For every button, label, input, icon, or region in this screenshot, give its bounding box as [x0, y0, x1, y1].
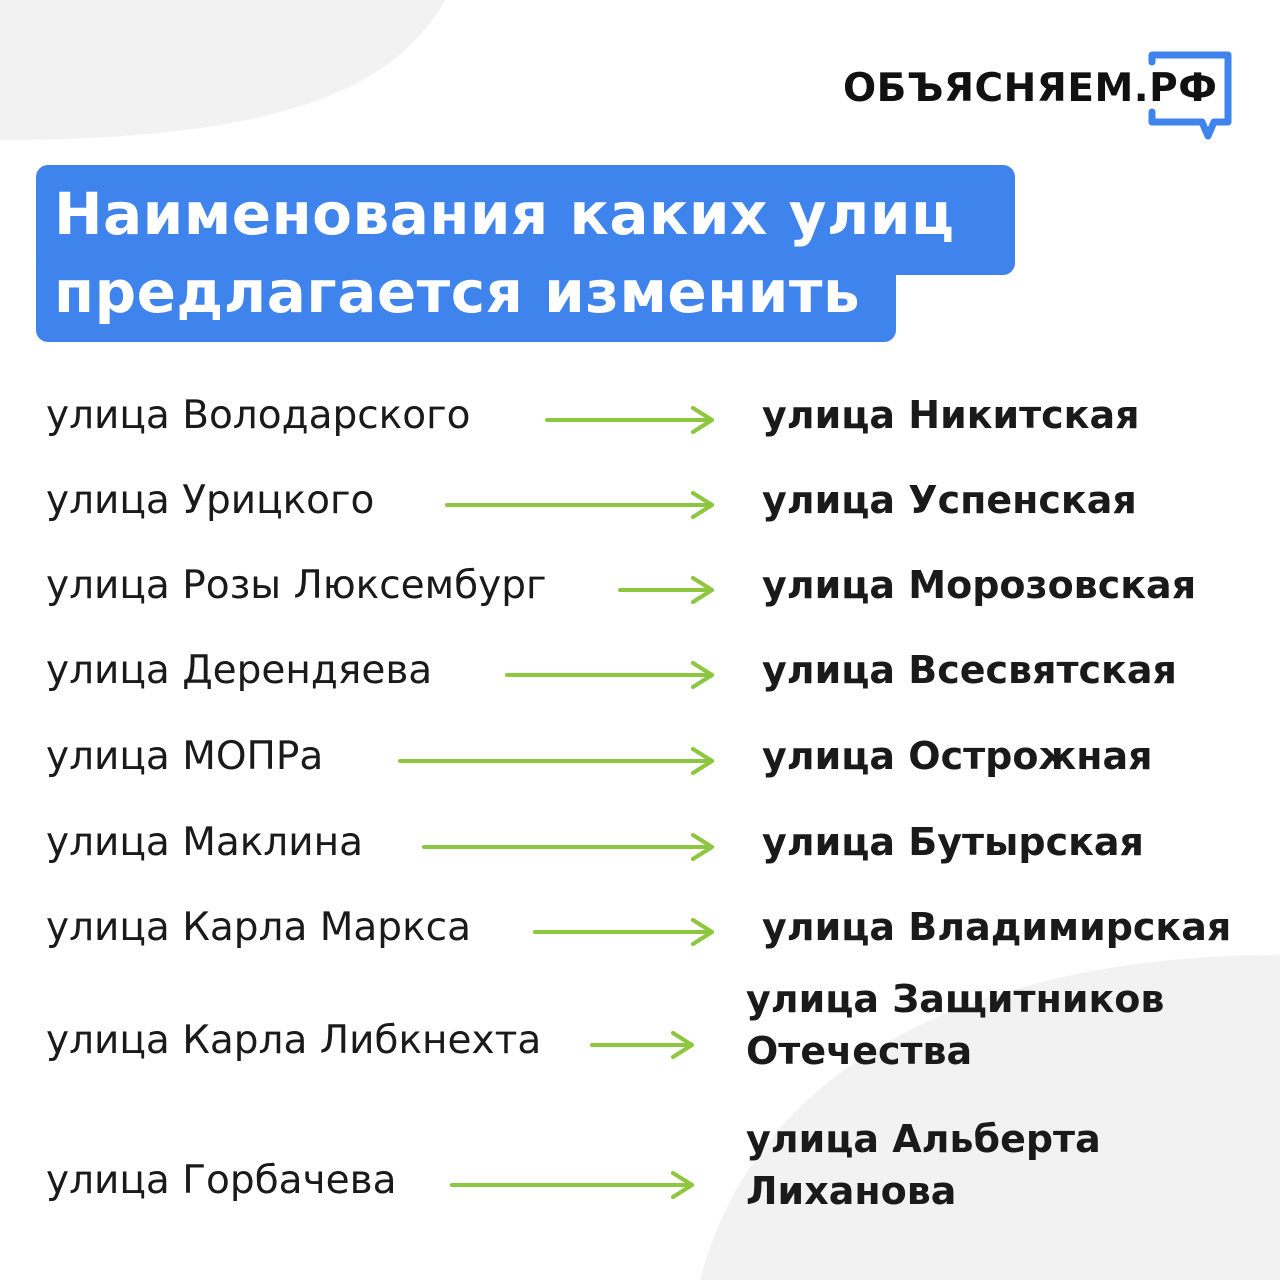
new-street-name: улица Острожная	[762, 734, 1153, 778]
arrow-right-icon	[445, 491, 714, 519]
background-shape	[0, 0, 445, 140]
arrow-right-icon	[618, 576, 714, 604]
background-shape	[700, 955, 1280, 1280]
arrow-right-icon	[590, 1031, 694, 1059]
old-street-name: улица Маклина	[46, 820, 363, 865]
arrow-right-icon	[450, 1171, 694, 1199]
arrow-right-icon	[545, 406, 714, 434]
old-street-name: улица Карла Либкнехта	[46, 1018, 542, 1063]
old-street-name: улица Урицкого	[46, 478, 375, 523]
arrow-right-icon	[398, 747, 714, 775]
new-street-name-line: улица Альберта	[746, 1117, 1101, 1161]
new-street-name: улица Всесвятская	[762, 648, 1177, 692]
logo-text: ОБЪЯСНЯЕМ.РФ	[843, 66, 1218, 111]
page-title-line1: Наименования каких улиц	[54, 180, 955, 248]
arrow-right-icon	[505, 661, 714, 689]
new-street-name-line: улица Защитников	[746, 977, 1165, 1021]
new-street-name: улица Успенская	[762, 478, 1137, 522]
new-street-name: улица Морозовская	[762, 563, 1197, 607]
old-street-name: улица Карла Маркса	[46, 905, 471, 950]
new-street-name: улица Защитников Отечества	[746, 973, 1164, 1077]
new-street-name-line: Лиханова	[746, 1169, 957, 1213]
page-title-line2: предлагается изменить	[54, 258, 861, 326]
new-street-name-line: Отечества	[746, 1029, 973, 1073]
new-street-name: улица Альберта Лиханова	[746, 1113, 1101, 1217]
new-street-name: улица Владимирская	[762, 905, 1232, 949]
old-street-name: улица МОПРа	[46, 734, 324, 779]
old-street-name: улица Горбачева	[46, 1158, 397, 1203]
new-street-name: улица Никитская	[762, 393, 1140, 437]
title-background	[36, 250, 896, 342]
old-street-name: улица Розы Люксембург	[46, 563, 547, 608]
arrow-right-icon	[422, 833, 714, 861]
arrow-right-icon	[533, 918, 714, 946]
new-street-name: улица Бутырская	[762, 820, 1144, 864]
old-street-name: улица Володарского	[46, 393, 471, 438]
old-street-name: улица Дерендяева	[46, 648, 433, 693]
speech-bubble-icon	[1148, 51, 1232, 140]
